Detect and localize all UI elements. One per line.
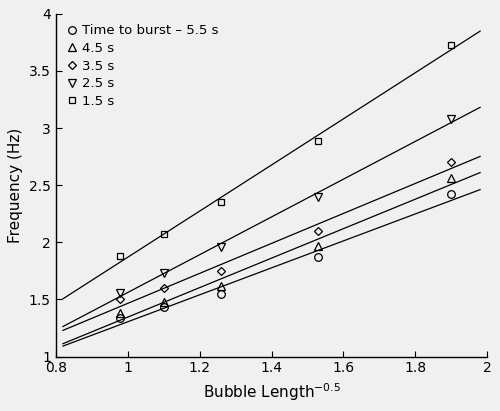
2.5 s (448, 116, 454, 121)
Time to burst – 5.5 s (316, 255, 322, 260)
Y-axis label: Frequency (Hz): Frequency (Hz) (8, 127, 24, 243)
Line: 1.5 s: 1.5 s (118, 42, 454, 259)
1.5 s (218, 200, 224, 205)
3.5 s (316, 229, 322, 233)
4.5 s (118, 311, 124, 316)
4.5 s (218, 283, 224, 288)
2.5 s (218, 245, 224, 249)
3.5 s (218, 268, 224, 273)
4.5 s (316, 243, 322, 248)
Line: Time to burst – 5.5 s: Time to burst – 5.5 s (116, 191, 455, 321)
4.5 s (448, 176, 454, 181)
Time to burst – 5.5 s (160, 305, 166, 310)
1.5 s (448, 42, 454, 47)
3.5 s (160, 286, 166, 291)
Line: 4.5 s: 4.5 s (116, 175, 455, 317)
3.5 s (118, 297, 124, 302)
Time to burst – 5.5 s (118, 315, 124, 320)
2.5 s (316, 194, 322, 199)
2.5 s (160, 271, 166, 276)
2.5 s (118, 290, 124, 295)
4.5 s (160, 299, 166, 304)
1.5 s (160, 232, 166, 237)
1.5 s (316, 138, 322, 143)
Time to burst – 5.5 s (218, 291, 224, 296)
Line: 3.5 s: 3.5 s (118, 159, 454, 302)
3.5 s (448, 160, 454, 165)
1.5 s (118, 254, 124, 259)
Time to burst – 5.5 s (448, 192, 454, 197)
Line: 2.5 s: 2.5 s (116, 115, 455, 296)
Legend: Time to burst – 5.5 s, 4.5 s, 3.5 s, 2.5 s, 1.5 s: Time to burst – 5.5 s, 4.5 s, 3.5 s, 2.5… (62, 21, 222, 112)
X-axis label: Bubble Length$^{-0.5}$: Bubble Length$^{-0.5}$ (202, 381, 340, 403)
